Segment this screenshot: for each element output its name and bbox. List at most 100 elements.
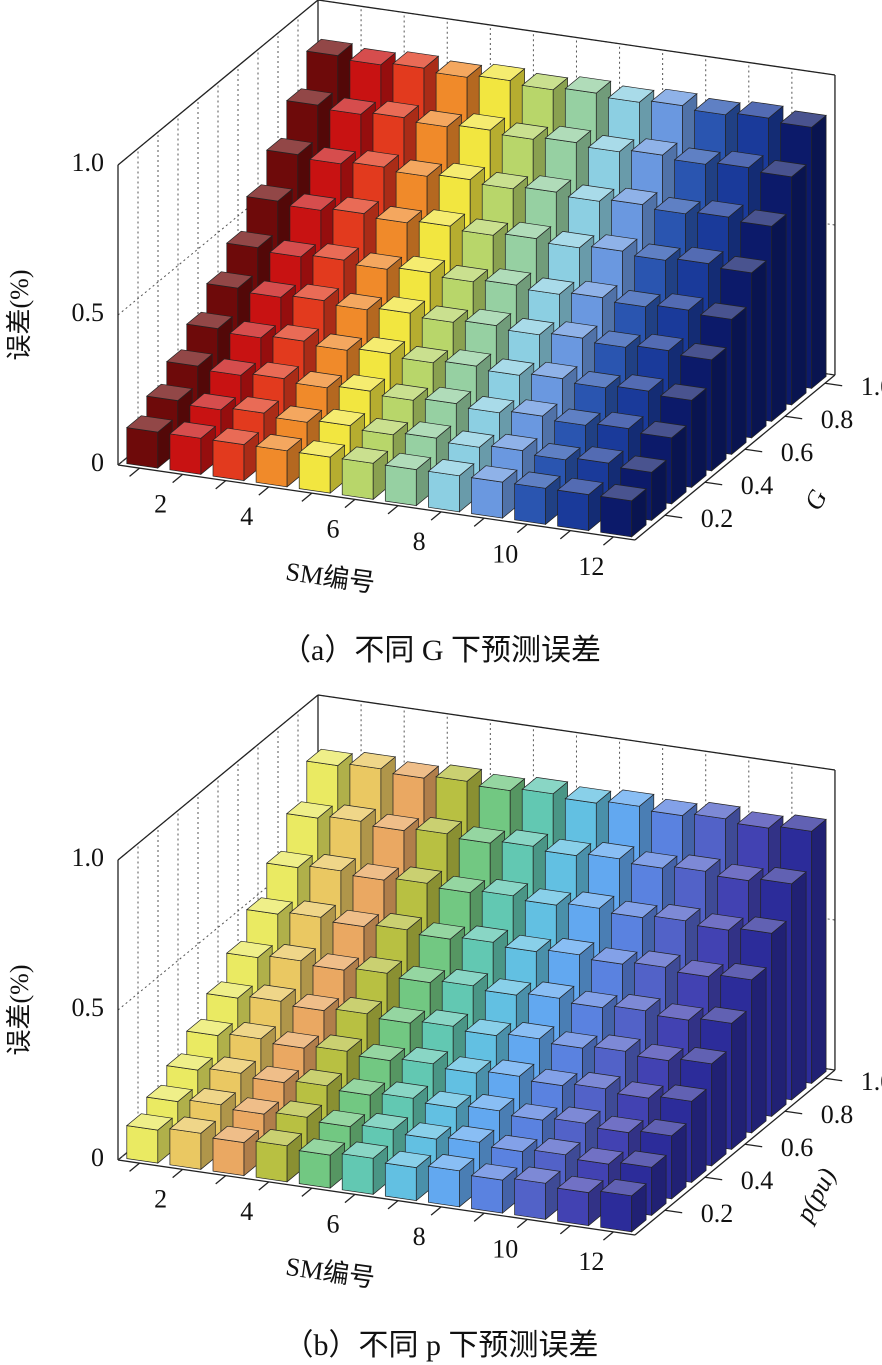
bar-top [564,76,612,94]
x-tick [603,536,614,546]
depth-tick [824,382,843,387]
depth-tick [664,514,683,519]
bar-top [544,838,592,856]
bar-front [298,452,331,494]
x-tick [258,1181,270,1191]
bar-top [438,162,486,180]
x-tick-label: 6 [326,1209,339,1238]
x-tick-label: 12 [578,552,604,581]
bar-top [447,1125,495,1143]
bar-top [564,786,612,804]
bar-top [315,1034,363,1052]
bar-front [298,1150,331,1189]
bar-top [630,138,678,156]
bar-front [212,439,245,482]
bar-top [530,1068,578,1086]
x-tick [129,467,140,477]
x-tick [603,1231,614,1241]
bar-front [384,464,417,507]
bar-top [556,477,604,495]
bar-top [447,430,495,448]
frame-edge [117,0,319,166]
bar-top [570,280,618,298]
bar-top [501,829,549,847]
bar-top [249,280,297,298]
bar-top [312,953,360,971]
bar-top [484,268,532,286]
bar-front [126,1125,159,1164]
bar-top [478,773,526,791]
bar-top [165,1053,214,1071]
bar-side [811,818,827,1085]
bar-top [576,446,624,464]
x-tick [387,505,399,515]
bar-top [659,383,707,401]
depth-tick [824,1077,843,1082]
bar-top [487,1059,535,1077]
x-tick-label: 4 [240,1197,253,1226]
z-tick-label: 0.5 [72,298,105,327]
bar-top [467,396,515,414]
bar-front [255,1140,288,1183]
bar-top [458,113,506,131]
bar-top [556,1175,604,1193]
bar [427,459,475,513]
z-tick-label: 1.0 [72,148,105,177]
bar-top [421,305,469,323]
bar-top [610,187,658,205]
bar-top [332,196,380,214]
bar-top [779,110,827,128]
bar-top [232,1097,280,1115]
bar-top [659,1084,707,1102]
bar-top [630,851,678,869]
x-tick-label: 10 [492,1234,518,1263]
bar-side [751,967,767,1134]
bar-top [309,147,357,165]
x-tick [344,1193,356,1204]
bar-top [252,361,300,379]
bar-top [587,842,635,860]
bar-front [557,489,589,532]
bar-top [613,290,661,308]
bar-top [550,1031,598,1049]
bar [341,1141,389,1196]
bar-top [125,415,174,433]
bar-top [576,1147,624,1165]
bar-top [593,330,641,348]
bar-top [329,97,377,115]
bar [470,465,518,519]
bar-top [275,405,323,423]
bar-top [384,1150,432,1168]
bar-front [557,1187,589,1227]
bar-top [527,277,575,295]
bar-top [696,913,744,931]
bar-top [441,265,489,283]
bar-top [736,101,784,119]
x-tick [215,480,227,490]
depth-tick [744,1143,763,1148]
bar-top [332,909,380,927]
depth-axis-title: G [799,485,834,515]
bar-top [318,1109,366,1127]
bar-top [521,73,569,91]
bar-side [731,306,747,456]
bar-top [633,243,681,261]
bar-top [481,172,529,190]
bar-top [189,1088,237,1106]
x-tick-label: 8 [413,527,426,556]
bar [513,1166,561,1221]
x-axis-title: SM编号 [284,557,377,598]
z-axis-title: 误差(%) [5,270,34,361]
bar-top [361,1113,409,1131]
bar-top [530,361,578,379]
bar-top [501,122,549,140]
bar-top [759,867,807,885]
bar [298,1138,346,1189]
bar [255,434,303,488]
bar-top [553,408,601,426]
bar-top [358,1043,406,1061]
bar-top [693,98,741,116]
bar-top [372,100,420,118]
depth-tick-label: 1.0 [861,372,882,401]
